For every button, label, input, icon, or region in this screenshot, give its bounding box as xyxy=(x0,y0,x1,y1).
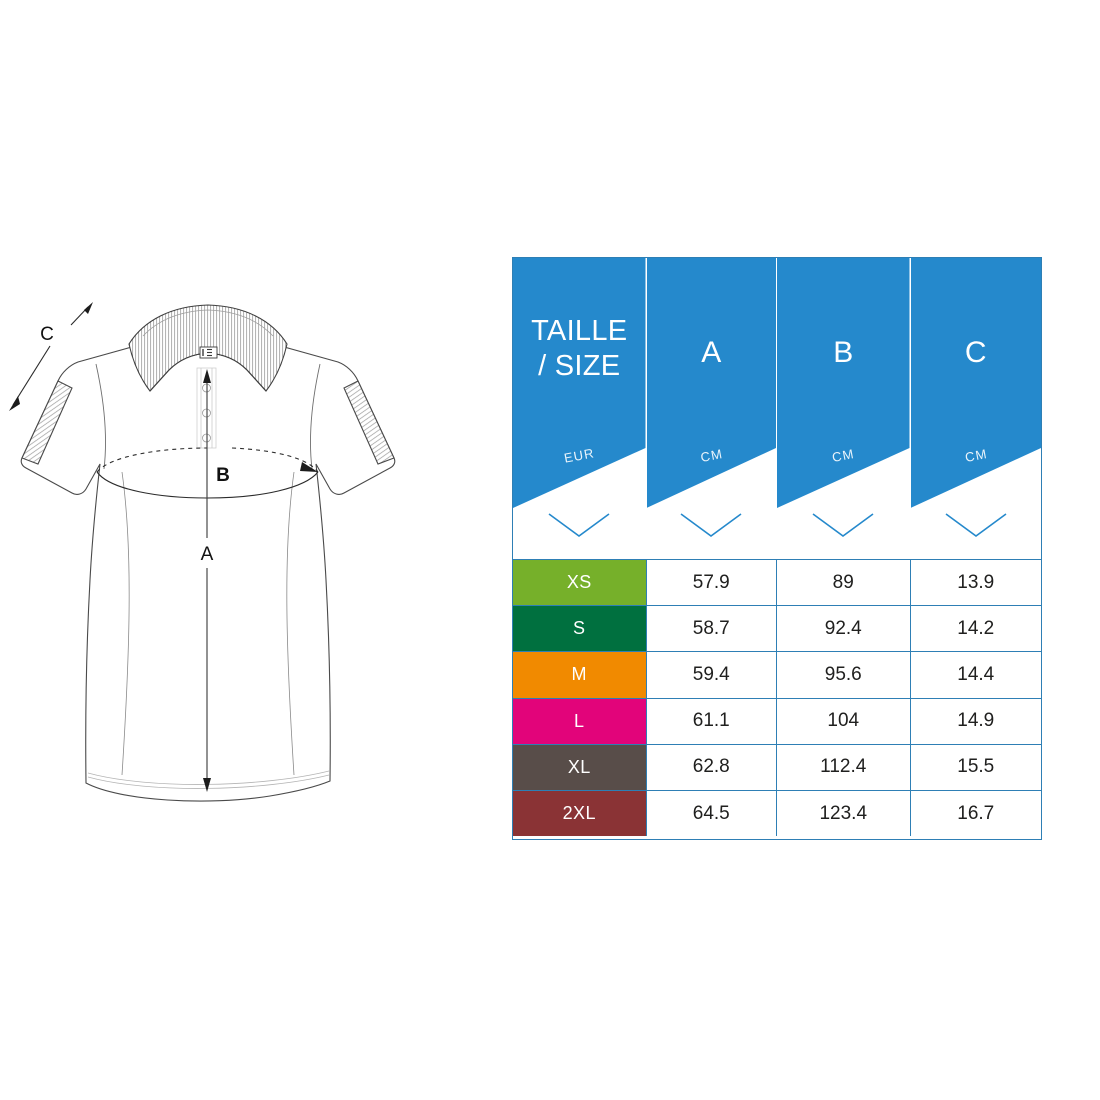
value-cell-a: 57.9 xyxy=(647,560,777,606)
measurement-c-sleeve-arrow xyxy=(9,302,93,411)
size-badge-cell: XL xyxy=(513,744,647,790)
value-cell-c: 15.5 xyxy=(957,756,995,778)
chevron-down-icon xyxy=(548,513,610,537)
size-badge: XL xyxy=(567,756,591,777)
value-cell-a: 59.4 xyxy=(647,652,777,698)
size-badge: XS xyxy=(566,572,592,593)
measurement-c-label: C xyxy=(40,324,54,345)
header-title-line2: / SIZE xyxy=(538,350,621,383)
measurement-a-label: A xyxy=(201,544,214,565)
table-row: S 58.7 92.4 14.2 xyxy=(513,605,1041,652)
size-badge-cell: XS xyxy=(513,560,647,606)
sleeve-cuff-left xyxy=(21,380,73,465)
polo-shirt-technical-drawing: B A C xyxy=(9,302,396,802)
header-cell-a: A CM xyxy=(646,258,777,559)
value-cell-c: 13.9 xyxy=(957,571,995,593)
header-title-line1: TAILLE xyxy=(531,315,628,347)
size-badge: M xyxy=(571,664,587,685)
header-letter-b: B xyxy=(833,336,854,369)
value-cell-b: 89 xyxy=(777,560,911,606)
value-cell-b: 95.6 xyxy=(777,652,911,698)
header-letter-c: C xyxy=(964,336,987,369)
header-letter-a: A xyxy=(701,336,722,369)
value-cell-b: 104 xyxy=(777,698,911,744)
table-row: M 59.4 95.6 14.4 xyxy=(513,651,1041,698)
table-row: XL 62.8 112.4 15.5 xyxy=(513,743,1041,790)
size-badge-cell: 2XL xyxy=(513,790,647,837)
value-cell-b: 92.4 xyxy=(777,606,911,652)
shirt-body-outline xyxy=(20,326,396,802)
size-badge-cell: L xyxy=(513,698,647,744)
size-badge: S xyxy=(573,618,586,639)
neck-brand-label xyxy=(199,346,218,359)
table-row: XS 57.9 89 13.9 xyxy=(513,559,1041,606)
value-cell-a: 64.5 xyxy=(647,790,777,837)
chevron-down-icon xyxy=(812,513,874,537)
value-cell-a: 58.7 xyxy=(647,606,777,652)
header-title-size: TAILLE / SIZE xyxy=(513,314,646,385)
measurement-a-length-arrow xyxy=(203,369,211,792)
size-badge-cell: S xyxy=(513,606,647,652)
table-row: 2XL 64.5 123.4 16.7 xyxy=(513,789,1041,837)
armhole-seams xyxy=(95,363,321,470)
chevron-down-icon xyxy=(945,513,1007,537)
side-seams xyxy=(121,471,295,776)
value-cell-a: 62.8 xyxy=(647,744,777,790)
size-badge: L xyxy=(574,710,585,731)
table-header-row: TAILLE / SIZE EUR A CM B CM xyxy=(513,258,1041,559)
header-cell-c: C CM xyxy=(910,258,1041,559)
size-badge: 2XL xyxy=(562,803,596,824)
value-cell-c: 14.9 xyxy=(957,710,995,732)
chevron-down-icon xyxy=(680,513,742,537)
header-cell-b: B CM xyxy=(777,258,911,559)
size-badge-cell: M xyxy=(513,652,647,698)
table-body: XS 57.9 89 13.9 S 58.7 92.4 14.2 M 59.4 95.6 14.4 L 6… xyxy=(513,559,1041,837)
measurement-b-label: B xyxy=(216,465,230,486)
garment-illustration-panel: B A C xyxy=(0,0,470,1100)
value-cell-c: 14.4 xyxy=(957,663,995,685)
sleeve-cuff-right xyxy=(343,380,395,465)
header-cell-size: TAILLE / SIZE EUR xyxy=(513,258,647,559)
value-cell-b: 112.4 xyxy=(777,744,911,790)
table-row: L 61.1 104 14.9 xyxy=(513,697,1041,744)
value-cell-c: 14.2 xyxy=(957,617,995,639)
value-cell-c: 16.7 xyxy=(957,802,995,824)
size-chart-table: TAILLE / SIZE EUR A CM B CM xyxy=(512,257,1042,840)
value-cell-b: 123.4 xyxy=(777,790,911,837)
value-cell-a: 61.1 xyxy=(647,698,777,744)
